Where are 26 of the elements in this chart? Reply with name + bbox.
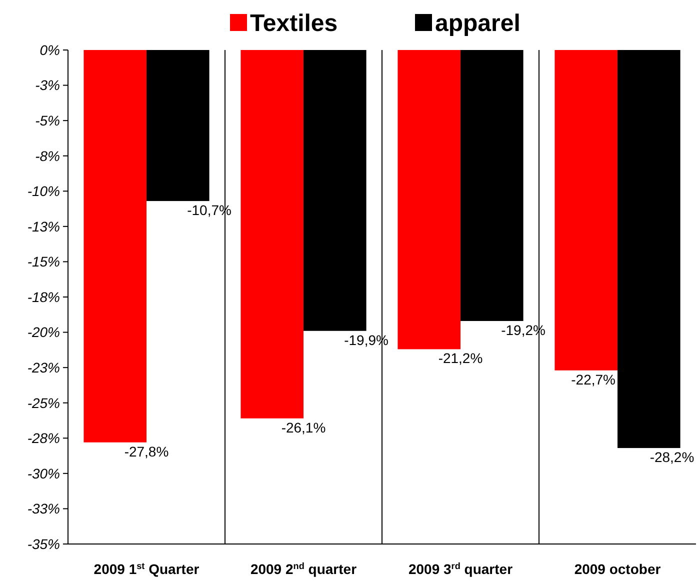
legend-label: apparel <box>435 10 520 37</box>
data-label: -22,7% <box>571 371 616 388</box>
data-label: -27,8% <box>124 443 169 460</box>
y-tick-label: -13% <box>27 218 60 234</box>
x-tick-label: 2009 2$^{nd}$ quarter <box>250 561 358 577</box>
y-tick-label: -33% <box>27 500 60 517</box>
y-tick-label: -18% <box>27 288 60 305</box>
y-tick-label: -35% <box>27 536 60 552</box>
y-tick-label: -20% <box>27 324 60 340</box>
x-tick-label: 2009 october <box>574 561 662 577</box>
y-tick-label: 0% <box>40 42 60 58</box>
legend-label: Textiles <box>250 10 338 37</box>
y-tick-label: -3% <box>35 77 60 94</box>
y-tick-label: -30% <box>27 465 60 482</box>
y-tick-label: -8% <box>35 148 60 164</box>
y-tick-label: -10% <box>27 183 60 200</box>
data-label: -21,2% <box>438 350 483 366</box>
y-tick-label: -23% <box>27 359 60 376</box>
data-label: -28,2% <box>650 449 694 466</box>
y-tick-label: -25% <box>27 394 60 411</box>
y-tick-label: -5% <box>35 112 60 128</box>
y-tick-label: -15% <box>27 254 60 270</box>
y-tick-label: -28% <box>27 430 60 446</box>
data-label: -26,1% <box>281 419 326 436</box>
x-tick-label: 2009 3$^{rd}$ quarter <box>408 561 514 577</box>
x-tick-label: 2009 1$^{st}$ Quarter <box>94 561 200 577</box>
